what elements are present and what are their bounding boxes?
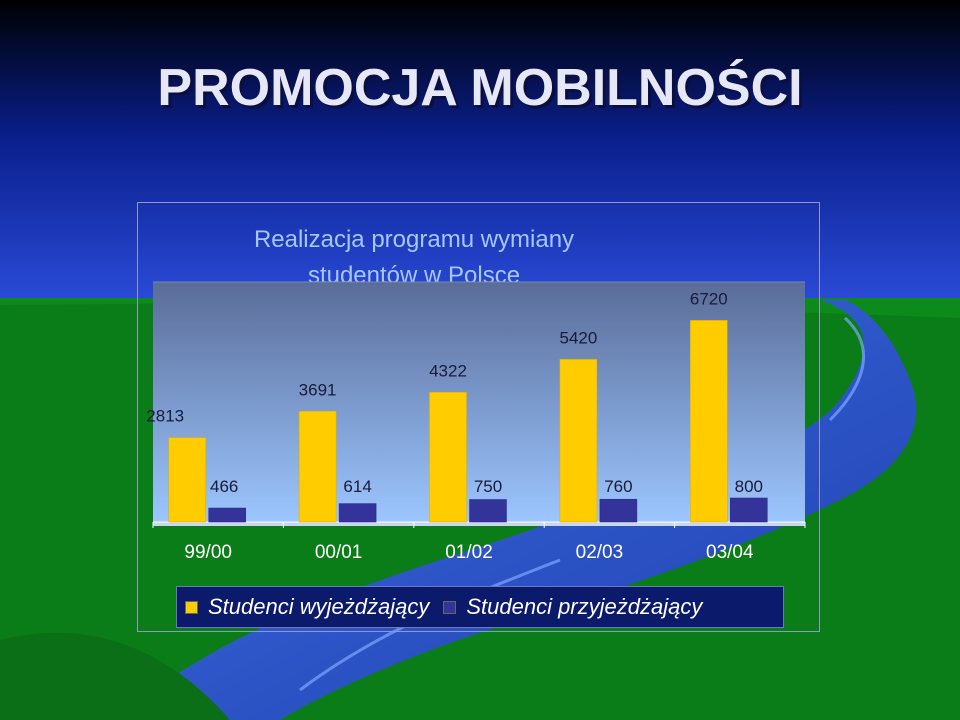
x-tick-label: 99/00 [184, 542, 232, 563]
chart-legend: Studenci wyjeżdżający Studenci przyjeżdż… [176, 586, 784, 628]
x-tick-label: 02/03 [576, 542, 624, 563]
bar-incoming-4 [730, 497, 768, 523]
legend-label-incoming: Studenci przyjeżdżający [466, 594, 703, 619]
bar-outgoing-4 [690, 320, 728, 523]
value-label-outgoing-2: 4322 [429, 361, 467, 380]
bar-incoming-1 [338, 503, 377, 523]
bar-incoming-0 [208, 507, 246, 523]
legend-swatch-outgoing [185, 600, 198, 614]
bar-incoming-2 [469, 499, 507, 523]
x-tick-label: 00/01 [315, 542, 363, 563]
value-label-outgoing-4: 6720 [690, 289, 728, 308]
value-label-outgoing-1: 3691 [299, 380, 337, 399]
chart-title-line-1: Realizacja programu wymiany [253, 226, 575, 253]
bar-outgoing-3 [559, 359, 598, 523]
slide-title: PROMOCJA MOBILNOŚCI [157, 59, 803, 117]
x-tick-label: 01/02 [445, 542, 493, 563]
bar-outgoing-2 [429, 392, 467, 523]
chart-frame [137, 202, 820, 632]
bar-incoming-3 [599, 498, 638, 523]
value-label-incoming-4: 800 [735, 477, 763, 496]
value-label-incoming-0: 466 [210, 477, 238, 496]
value-label-incoming-2: 750 [474, 477, 502, 496]
value-label-incoming-3: 760 [604, 477, 632, 496]
legend-swatch-incoming [443, 600, 457, 614]
bar-outgoing-0 [168, 437, 206, 523]
bar-outgoing-1 [298, 411, 337, 523]
value-label-incoming-1: 614 [343, 477, 371, 496]
legend-label-outgoing: Studenci wyjeżdżający [208, 594, 430, 619]
value-label-outgoing-0: 2813 [146, 407, 184, 426]
plot-floor [153, 522, 805, 526]
value-label-outgoing-3: 5420 [559, 328, 597, 347]
x-tick-label: 03/04 [706, 542, 754, 563]
